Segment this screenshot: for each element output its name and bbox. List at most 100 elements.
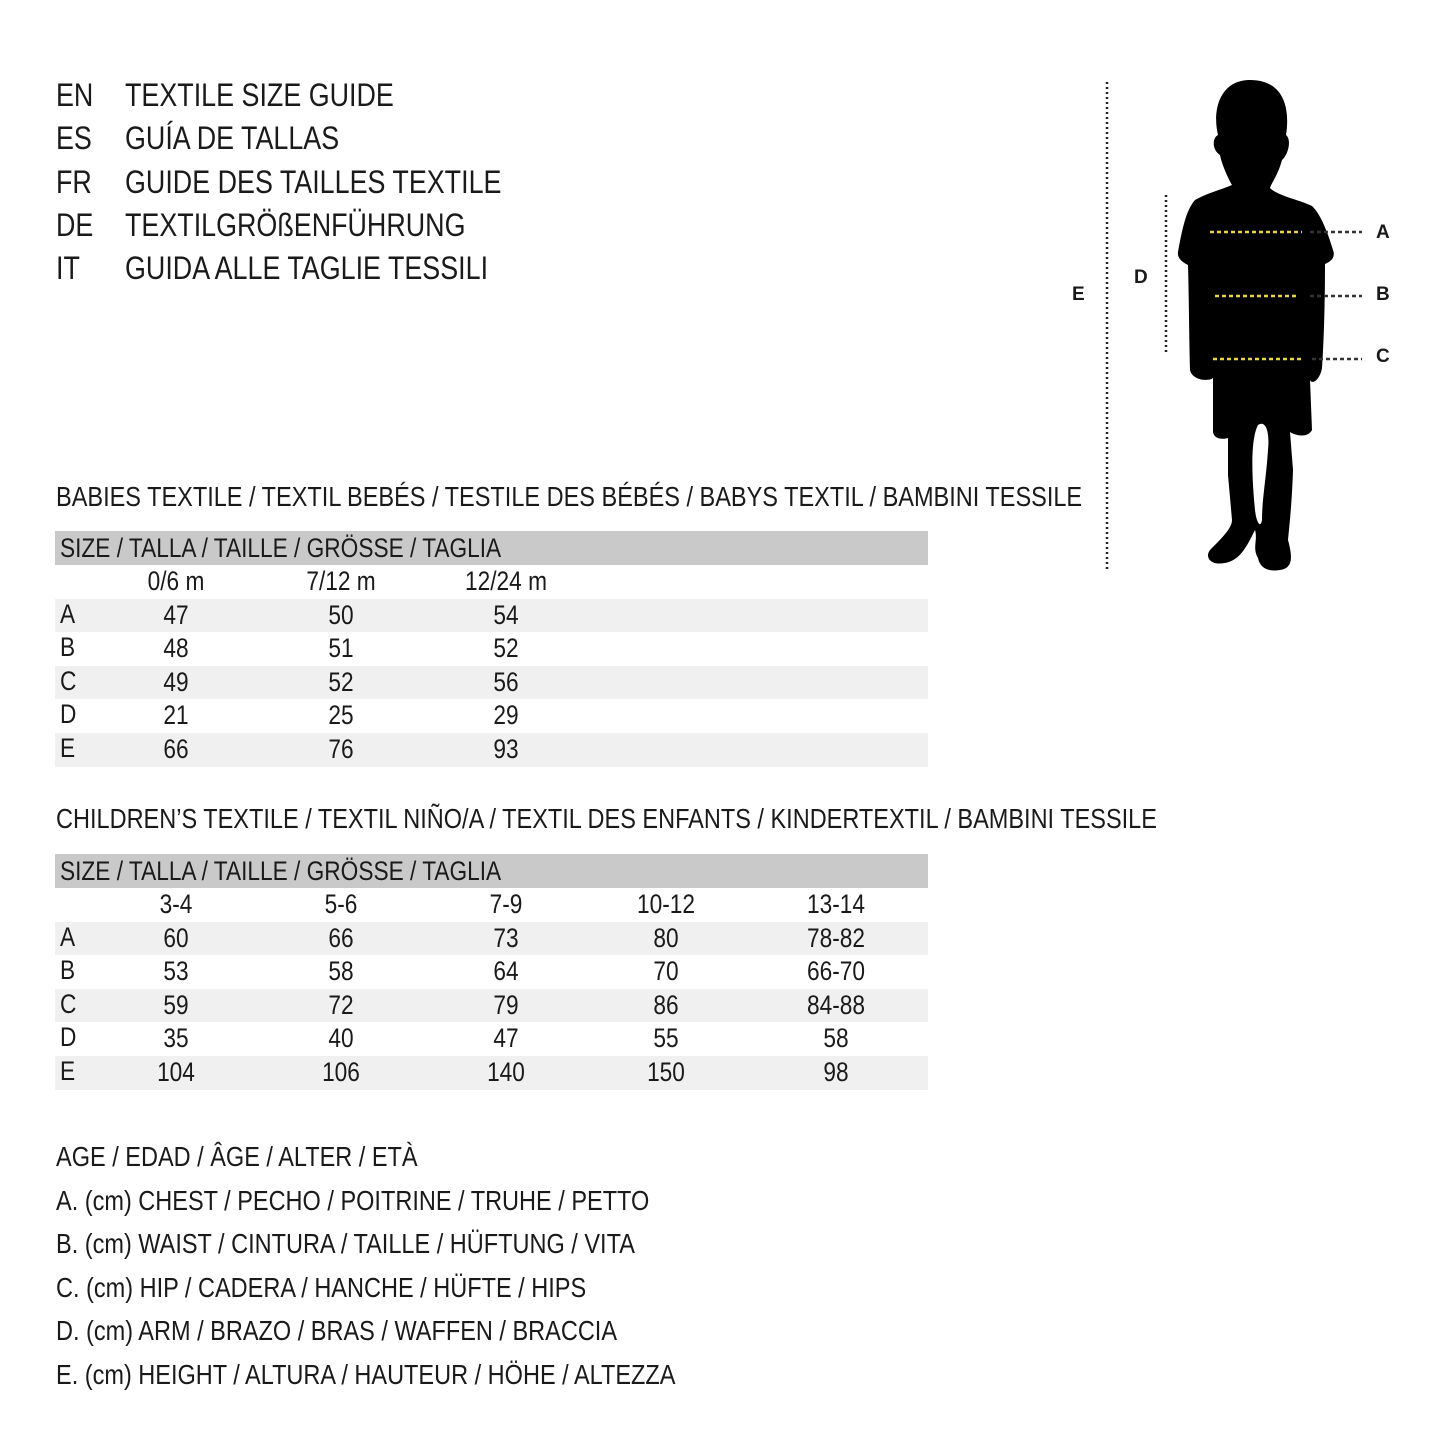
table-row: B 48 51 52 [55,632,928,666]
table-cell: 21 [163,700,189,731]
table-cell: 49 [163,666,189,697]
table-cell: 29 [493,700,519,731]
table-cell: 50 [328,599,354,630]
table-cell: 104 [157,1056,195,1087]
table-cell: 78-82 [806,922,866,953]
column-header-row: 0/6 m 7/12 m 12/24 m [55,565,928,599]
table-row: A 60 66 73 80 78-82 [55,921,928,956]
table-cell: 48 [163,633,189,664]
title-text: GUIDE DES TAILLES TEXTILE [125,163,502,200]
table-cell: 47 [493,1023,519,1054]
legend-item: E. (cm) HEIGHT / ALTURA / HAUTEUR / HÖHE… [56,1358,676,1390]
table-cell: 56 [493,666,519,697]
row-label: B [60,955,76,986]
title-line: EN TEXTILE SIZE GUIDE [56,75,756,115]
table-cell: 40 [328,1023,354,1054]
column-header-row: 3-4 5-6 7-9 10-12 13-14 [55,888,928,922]
row-label: D [60,1022,77,1053]
row-label: E [60,1055,76,1086]
table-cell: 140 [487,1056,525,1087]
table-row: B 53 58 64 70 66-70 [55,955,928,989]
table-cell: 66-70 [806,956,866,987]
language-code: ES [56,120,92,157]
table-cell: 35 [163,1023,189,1054]
language-code: EN [56,77,94,113]
table-cell: 73 [493,922,519,953]
label-b: B [1376,284,1390,305]
table-row: D 21 25 29 [55,699,928,733]
table-cell: 54 [493,599,519,630]
column-header: 0/6 m [147,566,205,596]
legend-item: B. (cm) WAIST / CINTURA / TAILLE / HÜFTU… [56,1228,635,1259]
table-cell: 84-88 [806,989,866,1020]
title-line: DE TEXTILGRÖßENFÜHRUNG [56,205,756,245]
table-cell: 106 [322,1056,360,1087]
column-header: 13-14 [806,889,866,919]
silhouette-icon [1105,80,1362,572]
table-cell: 80 [653,922,679,953]
label-c: C [1376,346,1390,367]
language-code: DE [56,206,94,243]
legend-item: AGE / EDAD / ÂGE / ALTER / ETÀ [56,1141,418,1172]
table-row: E 104 106 140 150 98 [55,1055,928,1090]
title-line: IT GUIDA ALLE TAGLIE TESSILI [56,248,756,288]
table-cell: 52 [493,633,519,664]
table-cell: 72 [328,989,354,1020]
table-cell: 76 [328,733,354,764]
row-label: A [60,921,76,952]
title-text: TEXTILE SIZE GUIDE [125,77,394,113]
table-cell: 55 [653,1023,679,1054]
table-cell: 58 [328,956,354,987]
title-line: ES GUÍA DE TALLAS [56,118,756,158]
children-section-title: CHILDREN’S TEXTILE / TEXTIL NIÑO/A / TEX… [56,803,1157,834]
table-cell: 53 [163,956,189,987]
label-e: E [1072,284,1085,305]
babies-section-title: BABIES TEXTILE / TEXTIL BEBÉS / TESTILE … [56,481,1083,512]
table-row: D 35 40 47 55 58 [55,1022,928,1056]
row-label: D [60,699,77,730]
babies-size-table: SIZE / TALLA / TAILLE / GRÖSSE / TAGLIA 0… [55,531,928,767]
title-text: GUIDA ALLE TAGLIE TESSILI [125,250,489,287]
table-cell: 51 [328,633,354,664]
column-header: 7/12 m [306,566,376,596]
table-cell: 66 [328,922,354,953]
table-row: A 47 50 54 [55,598,928,633]
children-size-table: SIZE / TALLA / TAILLE / GRÖSSE / TAGLIA 3… [55,854,928,1090]
table-cell: 58 [823,1023,849,1054]
table-row: E 66 76 93 [55,732,928,767]
label-a: A [1376,222,1390,243]
language-code: IT [56,250,80,287]
column-header: 12/24 m [465,566,547,596]
table-cell: 93 [493,733,519,764]
column-header: 10-12 [636,889,696,919]
row-label: E [60,732,76,763]
table-row: C 59 72 79 86 84-88 [55,988,928,1023]
table-cell: 60 [163,922,189,953]
table-cell: 70 [653,956,679,987]
column-header: 3-4 [159,889,193,919]
row-label: A [60,598,76,629]
table-cell: 98 [823,1056,849,1087]
title-text: TEXTILGRÖßENFÜHRUNG [125,206,466,243]
table-cell: 25 [328,700,354,731]
row-label: C [60,665,77,696]
legend-item: D. (cm) ARM / BRAZO / BRAS / WAFFEN / BR… [56,1315,618,1346]
row-label: B [60,632,76,663]
table-row: C 49 52 56 [55,665,928,700]
table-cell: 52 [328,666,354,697]
table-cell: 66 [163,733,189,764]
table-cell: 86 [653,989,679,1020]
legend-item: A. (cm) CHEST / PECHO / POITRINE / TRUHE… [56,1184,650,1216]
table-cell: 59 [163,989,189,1020]
title-line: FR GUIDE DES TAILLES TEXTILE [56,162,756,202]
size-header-bar: SIZE / TALLA / TAILLE / GRÖSSE / TAGLIA [55,854,928,888]
label-d: D [1134,267,1148,288]
legend-item: C. (cm) HIP / CADERA / HANCHE / HÜFTE / … [56,1271,587,1303]
column-header: 5-6 [324,889,358,919]
size-header-bar: SIZE / TALLA / TAILLE / GRÖSSE / TAGLIA [55,531,928,565]
title-text: GUÍA DE TALLAS [125,120,340,157]
column-header: 7-9 [489,889,523,919]
table-cell: 47 [163,599,189,630]
language-code: FR [56,163,92,200]
table-cell: 64 [493,956,519,987]
